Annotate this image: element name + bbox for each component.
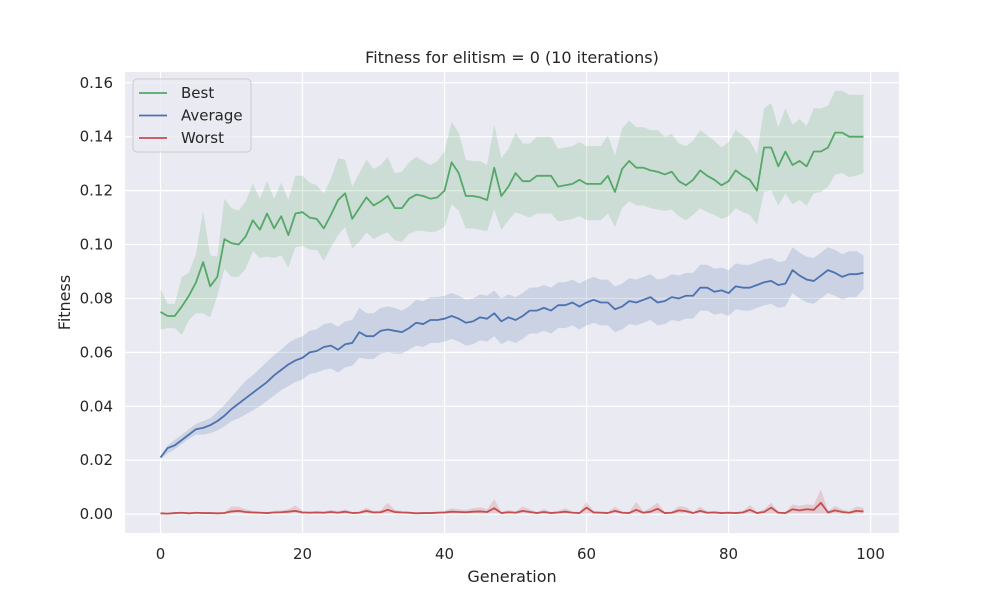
y-tick-label: 0.12 bbox=[80, 182, 113, 200]
legend-label-best: Best bbox=[181, 84, 214, 102]
legend: Best Average Worst bbox=[132, 78, 252, 153]
best-line bbox=[160, 131, 864, 317]
legend-label-average: Average bbox=[181, 107, 243, 125]
average-line bbox=[159, 269, 864, 459]
y-axis-label: Fitness bbox=[55, 275, 74, 330]
y-tick-label: 0.02 bbox=[80, 451, 113, 469]
x-tick-label: 80 bbox=[719, 545, 738, 563]
average-band bbox=[160, 247, 864, 459]
y-tick-label: 0.08 bbox=[80, 289, 113, 307]
series-lines bbox=[159, 131, 864, 515]
y-tick-label: 0.14 bbox=[80, 128, 113, 146]
x-tick-labels: 0 20 40 60 80 100 bbox=[156, 545, 885, 563]
y-tick-label: 0.10 bbox=[80, 236, 113, 254]
y-tick-labels: 0.00 0.02 0.04 0.06 0.08 0.10 0.12 0.14 0.16 bbox=[80, 74, 113, 523]
legend-label-worst: Worst bbox=[181, 129, 224, 147]
x-tick-label: 0 bbox=[156, 545, 166, 563]
y-tick-label: 0.16 bbox=[80, 74, 113, 92]
x-tick-label: 100 bbox=[856, 545, 885, 563]
legend-box bbox=[132, 78, 252, 153]
x-axis-label: Generation bbox=[467, 567, 556, 586]
chart-title: Fitness for elitism = 0 (10 iterations) bbox=[365, 48, 659, 67]
best-band bbox=[160, 90, 864, 335]
worst-line bbox=[160, 501, 864, 515]
x-tick-label: 40 bbox=[435, 545, 454, 563]
x-tick-label: 60 bbox=[577, 545, 596, 563]
y-tick-label: 0.06 bbox=[80, 343, 113, 361]
y-tick-label: 0.04 bbox=[80, 397, 113, 415]
y-tick-label: 0.00 bbox=[80, 505, 113, 523]
plot-area bbox=[125, 72, 899, 533]
grid-lines bbox=[125, 72, 899, 533]
x-tick-label: 20 bbox=[293, 545, 312, 563]
